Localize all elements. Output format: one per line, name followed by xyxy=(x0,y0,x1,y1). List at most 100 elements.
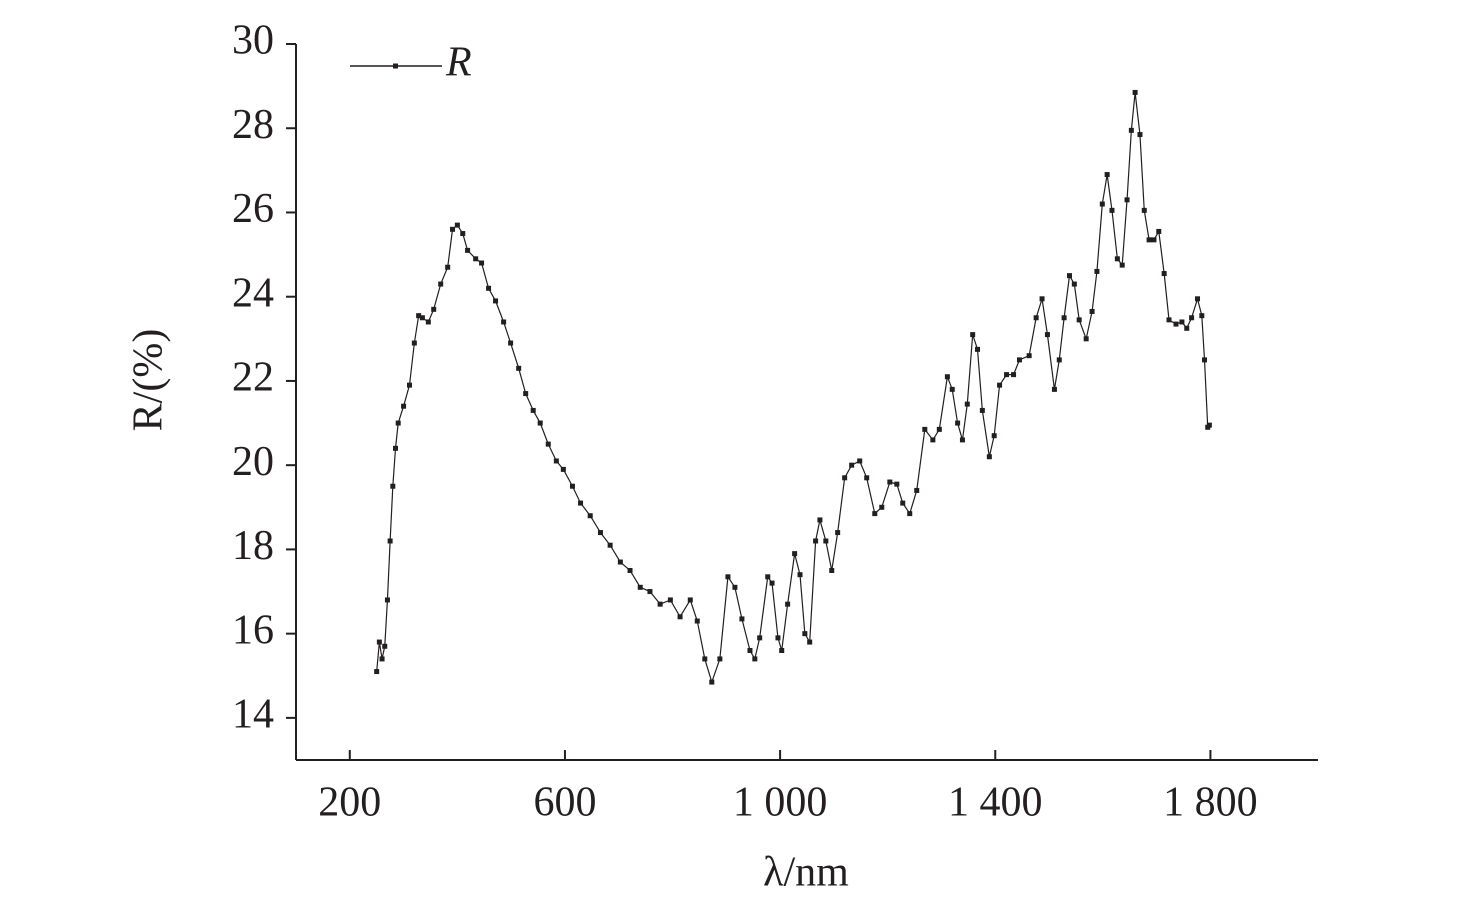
point xyxy=(637,584,643,590)
point xyxy=(687,597,693,603)
point xyxy=(1039,296,1045,302)
point xyxy=(1083,336,1089,342)
point xyxy=(607,542,613,548)
point xyxy=(757,635,763,641)
y-tick-label: 20 xyxy=(232,439,274,485)
y-axis-label: R/(%) xyxy=(126,329,172,432)
point xyxy=(1114,256,1120,262)
point xyxy=(900,500,906,506)
x-tick-label: 200 xyxy=(318,780,381,826)
point xyxy=(587,513,593,519)
x-tick-label: 1 400 xyxy=(948,780,1043,826)
point xyxy=(1033,315,1039,321)
point xyxy=(569,483,575,489)
point xyxy=(1076,317,1082,323)
point xyxy=(792,551,798,557)
y-tick-label: 14 xyxy=(232,692,274,738)
point xyxy=(387,538,393,544)
point xyxy=(530,407,536,413)
point xyxy=(406,382,412,388)
point xyxy=(516,365,522,371)
point xyxy=(709,679,715,685)
y-tick-label: 24 xyxy=(232,270,274,316)
point xyxy=(416,313,422,319)
point xyxy=(401,403,407,409)
point xyxy=(1124,197,1130,203)
point xyxy=(493,298,499,304)
point xyxy=(523,391,529,397)
x-tick-label: 600 xyxy=(533,780,596,826)
x-axis-label: λ/nm xyxy=(763,850,849,896)
point xyxy=(894,481,900,487)
point xyxy=(657,601,663,607)
point xyxy=(1137,132,1143,138)
point xyxy=(553,458,559,464)
point xyxy=(390,483,396,489)
point xyxy=(545,441,551,447)
point xyxy=(445,264,451,270)
point xyxy=(382,643,388,649)
point xyxy=(395,420,401,426)
point xyxy=(627,567,633,573)
point xyxy=(667,597,673,603)
point xyxy=(823,538,829,544)
point xyxy=(694,618,700,624)
y-tick-label: 18 xyxy=(232,523,274,569)
point xyxy=(1199,313,1205,319)
point xyxy=(779,647,785,653)
point xyxy=(1166,317,1172,323)
point xyxy=(857,458,863,464)
point xyxy=(560,466,566,472)
point xyxy=(1132,89,1138,95)
point xyxy=(1056,357,1062,363)
point xyxy=(1061,315,1067,321)
y-tick-label: 16 xyxy=(232,607,274,653)
point xyxy=(578,500,584,506)
point xyxy=(1195,296,1201,302)
point xyxy=(1119,262,1125,268)
point xyxy=(1089,308,1095,314)
legend-label: R xyxy=(445,40,472,86)
point xyxy=(1189,315,1195,321)
point xyxy=(486,285,492,291)
point xyxy=(411,340,417,346)
point xyxy=(922,426,928,432)
point xyxy=(747,647,753,653)
point xyxy=(1146,237,1152,243)
point xyxy=(1141,207,1147,213)
point xyxy=(374,669,380,675)
point xyxy=(501,319,507,325)
point xyxy=(702,656,708,662)
point xyxy=(1004,372,1010,378)
point xyxy=(997,382,1003,388)
point xyxy=(393,445,399,451)
point xyxy=(835,530,841,536)
point xyxy=(991,433,997,439)
point xyxy=(1104,172,1110,178)
point xyxy=(1173,321,1179,327)
point xyxy=(813,538,819,544)
point xyxy=(425,319,431,325)
point xyxy=(864,475,870,481)
y-tick-label: 30 xyxy=(232,18,274,64)
point xyxy=(1161,271,1167,277)
point xyxy=(986,454,992,460)
point xyxy=(1026,353,1032,359)
point xyxy=(1066,273,1072,279)
series-line xyxy=(376,92,1210,685)
point xyxy=(677,614,683,620)
point xyxy=(936,426,942,432)
point xyxy=(802,631,808,637)
point xyxy=(979,407,985,413)
point xyxy=(975,346,981,352)
point xyxy=(1094,268,1100,274)
point xyxy=(775,635,781,641)
point xyxy=(1156,228,1162,234)
point xyxy=(732,584,738,590)
point xyxy=(1071,281,1077,287)
point xyxy=(959,437,965,443)
point xyxy=(914,487,920,493)
point xyxy=(849,462,855,468)
point xyxy=(717,656,723,662)
